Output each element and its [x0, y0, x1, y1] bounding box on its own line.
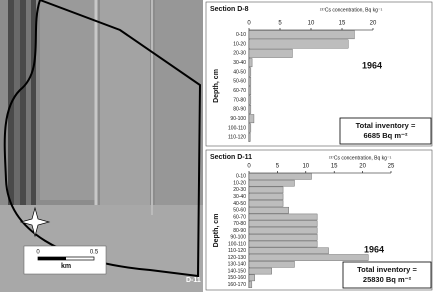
bar — [248, 67, 252, 77]
bar — [248, 186, 284, 194]
x-tick-label: 10 — [302, 164, 309, 170]
x-axis-title: ¹³⁷Cs concentration, Bq kg⁻¹ — [329, 155, 392, 161]
bar — [248, 58, 253, 68]
y-tick-label: 80-90 — [233, 107, 246, 113]
bar — [248, 261, 295, 268]
bar — [248, 234, 318, 241]
bar — [248, 193, 284, 200]
inventory-text: 25830 Bq m⁻² — [363, 275, 412, 284]
bar — [248, 220, 318, 227]
y-tick-label: 120-130 — [228, 255, 247, 261]
y-tick-label: 0-10 — [236, 174, 246, 180]
field-strip — [14, 0, 20, 205]
y-tick-label: 100-110 — [228, 125, 246, 131]
y-tick-label: 20-30 — [233, 51, 246, 57]
inventory-box — [342, 261, 432, 289]
y-tick-label: 110-120 — [228, 135, 246, 141]
y-tick-label: 60-70 — [233, 214, 246, 220]
y-tick-label: 70-80 — [233, 97, 246, 103]
bar — [248, 206, 289, 214]
bar — [248, 227, 318, 234]
y-tick-label: 30-40 — [233, 194, 246, 200]
inventory-text: 6685 Bq m⁻² — [364, 131, 408, 140]
x-tick-label: 20 — [370, 21, 377, 27]
y-tick-label: 40-50 — [233, 69, 246, 75]
scale-label: 0 — [36, 250, 40, 256]
y-tick-label: 80-90 — [233, 228, 246, 234]
bar — [248, 39, 349, 49]
y-axis-title: Depth, cm — [213, 69, 220, 103]
y-axis-title: Depth, cm — [213, 214, 220, 248]
x-tick-label: 0 — [247, 21, 251, 27]
y-tick-label: 100-110 — [228, 241, 246, 247]
x-tick-label: 25 — [388, 164, 395, 170]
aerial-photo: 0 0.5 km D-11 — [0, 0, 203, 292]
bar — [248, 95, 252, 105]
x-tick-label: 10 — [308, 21, 315, 27]
y-tick-label: 10-20 — [233, 41, 246, 47]
compass — [19, 206, 51, 238]
y-tick-label: 0-10 — [236, 32, 246, 38]
y-tick-label: 150-160 — [228, 275, 247, 281]
bar — [248, 240, 318, 248]
bar — [248, 86, 252, 96]
y-tick-label: 50-60 — [233, 79, 246, 85]
y-tick-label: 110-120 — [228, 248, 246, 254]
y-tick-label: 160-170 — [228, 282, 247, 288]
y-tick-label: 60-70 — [233, 88, 246, 94]
y-tick-label: 40-50 — [233, 201, 246, 207]
y-tick-label: 130-140 — [228, 262, 247, 268]
bar — [248, 132, 251, 142]
chart-title: Section D-8 — [210, 6, 249, 13]
bar — [248, 200, 284, 207]
y-tick-label: 70-80 — [233, 221, 246, 227]
field-strip — [8, 0, 36, 205]
annotation: 1964 — [364, 244, 384, 254]
x-tick-label: 15 — [339, 21, 346, 27]
inventory-box — [339, 117, 432, 145]
field — [40, 0, 95, 200]
x-tick-label: 15 — [331, 164, 338, 170]
annotation: 1964 — [362, 60, 382, 70]
scale-bar — [38, 257, 66, 260]
site-label: D-11 — [186, 277, 201, 284]
field-strip — [26, 0, 31, 205]
bar — [248, 213, 318, 221]
x-tick-label: 5 — [276, 164, 280, 170]
x-axis-title: ¹³⁷Cs concentration, Bq kg⁻¹ — [320, 7, 383, 13]
bar — [248, 114, 255, 124]
bar — [248, 76, 252, 86]
x-tick-label: 5 — [278, 21, 282, 27]
field — [155, 0, 203, 215]
field — [100, 0, 150, 215]
bar — [248, 267, 272, 275]
bar — [248, 30, 355, 40]
bar — [248, 48, 293, 58]
y-tick-label: 90-100 — [230, 235, 246, 241]
scale-unit: km — [61, 263, 71, 270]
chart-title: Section D-11 — [210, 154, 252, 161]
bar — [248, 281, 253, 288]
x-tick-label: 0 — [247, 164, 251, 170]
scale-label: 0.5 — [90, 250, 99, 256]
bar — [248, 274, 255, 282]
bar — [248, 123, 252, 133]
bar — [248, 247, 329, 255]
inventory-text: Total inventory = — [356, 121, 416, 130]
bar — [248, 173, 312, 180]
y-tick-label: 90-100 — [230, 116, 246, 122]
y-tick-label: 10-20 — [233, 180, 246, 186]
y-tick-label: 50-60 — [233, 208, 246, 214]
x-tick-label: 20 — [359, 164, 366, 170]
bar — [248, 179, 295, 187]
y-tick-label: 140-150 — [228, 268, 247, 274]
bar — [248, 254, 369, 261]
y-tick-label: 20-30 — [233, 187, 246, 193]
inventory-text: Total inventory = — [357, 265, 417, 274]
bar — [248, 104, 252, 114]
y-tick-label: 30-40 — [233, 60, 246, 66]
